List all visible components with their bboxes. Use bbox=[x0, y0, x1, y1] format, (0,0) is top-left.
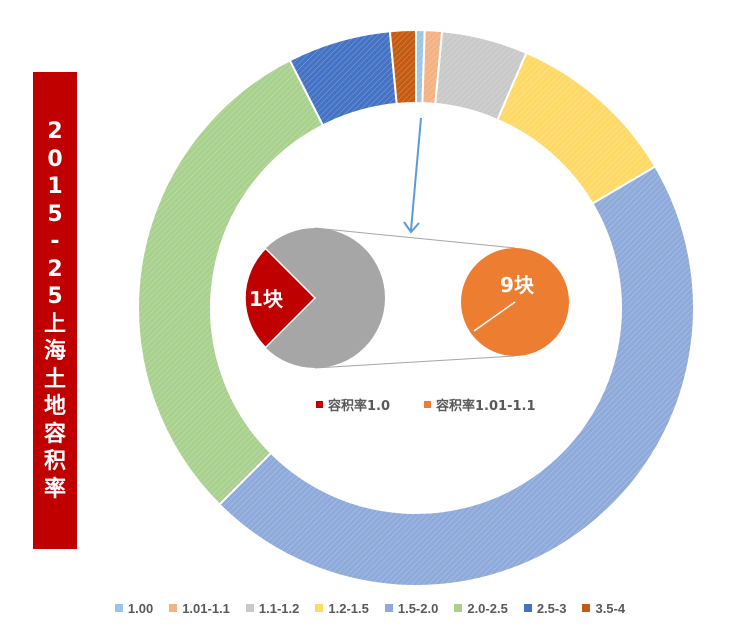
legend-swatch bbox=[169, 604, 178, 612]
legend-item: 1.1-1.2 bbox=[245, 600, 300, 616]
title-char: 2 bbox=[47, 119, 63, 144]
connector-line-bottom bbox=[314, 355, 516, 369]
legend-item: 2.5-3 bbox=[523, 600, 567, 616]
sub-legend-swatch-1 bbox=[316, 401, 323, 408]
legend-item: 2.0-2.5 bbox=[454, 600, 508, 616]
legend-label: 1.01-1.1 bbox=[182, 600, 230, 616]
zoom-arrow bbox=[403, 117, 422, 234]
legend-item: 1.01-1.1 bbox=[169, 601, 230, 616]
title-char: 海 bbox=[43, 339, 66, 364]
donut-slice-hatch bbox=[137, 60, 323, 505]
legend-label: 2.5-3 bbox=[536, 600, 567, 616]
connector-line-top bbox=[314, 227, 516, 249]
title-char: 2 bbox=[47, 256, 63, 282]
sub-legend-label-1: 容积率1.0 bbox=[327, 398, 390, 414]
title-char: 1 bbox=[47, 174, 63, 199]
title-char: 率 bbox=[43, 476, 66, 502]
title-char: 容 bbox=[43, 421, 66, 447]
pie2-divider bbox=[473, 301, 516, 332]
sub-legend-swatch-2 bbox=[424, 401, 431, 408]
legend-swatch bbox=[523, 604, 532, 612]
donut-slice-hatch bbox=[289, 31, 397, 126]
title-char: 5 bbox=[47, 284, 63, 309]
legend-swatch bbox=[384, 604, 393, 612]
pie1-slice bbox=[244, 247, 317, 349]
legend-swatch bbox=[114, 604, 123, 612]
pie1-label: 1块 bbox=[249, 287, 284, 311]
legend-swatch bbox=[454, 604, 463, 612]
legend-item: 1.00 bbox=[114, 600, 154, 616]
pie2-label: 9块 bbox=[500, 273, 535, 297]
title-char: 地 bbox=[43, 394, 66, 419]
donut-ring bbox=[137, 28, 695, 587]
zoom-connectors bbox=[314, 117, 516, 369]
sub-legend: 容积率1.0 容积率1.01-1.1 bbox=[316, 398, 536, 414]
legend-label: 1.2-1.5 bbox=[328, 600, 369, 616]
title-char: 积 bbox=[43, 449, 66, 474]
sub-pie-2: 9块 bbox=[461, 248, 569, 356]
legend-swatch bbox=[245, 604, 254, 612]
chart-title: 2 0 1 5 - 2 5 上 海 土 地 容 积 率 bbox=[33, 72, 77, 549]
legend: 1.00 1.01-1.1 1.1-1.2 1.2-1.5 1.5-2.0 2.0-2.5… bbox=[0, 596, 740, 620]
legend-label: 1.5-2.0 bbox=[397, 600, 439, 616]
legend-label: 3.5-4 bbox=[595, 600, 626, 616]
donut-slice-hatch bbox=[435, 31, 527, 120]
title-char: 5 bbox=[47, 201, 63, 227]
legend-label: 2.0-2.5 bbox=[467, 600, 508, 616]
legend-item: 3.5-4 bbox=[582, 601, 625, 616]
donut-slice-hatch bbox=[497, 52, 656, 204]
legend-label: 1.00 bbox=[127, 600, 154, 616]
title-char: - bbox=[50, 229, 60, 254]
sub-pie-1: 1块 bbox=[244, 228, 385, 368]
donut-slice-hatch bbox=[422, 30, 443, 104]
title-char: 土 bbox=[43, 366, 66, 392]
legend-item: 1.5-2.0 bbox=[384, 600, 439, 616]
legend-label: 1.1-1.2 bbox=[258, 600, 300, 616]
donut-slice-hatch bbox=[389, 30, 416, 104]
legend-swatch bbox=[315, 604, 324, 612]
legend-item: 1.2-1.5 bbox=[315, 600, 369, 616]
title-char: 上 bbox=[43, 311, 66, 337]
sub-legend-label-2: 容积率1.01-1.1 bbox=[435, 398, 536, 414]
donut-slice-hatch bbox=[219, 166, 694, 586]
title-char: 0 bbox=[47, 146, 63, 172]
legend-swatch bbox=[582, 604, 591, 612]
